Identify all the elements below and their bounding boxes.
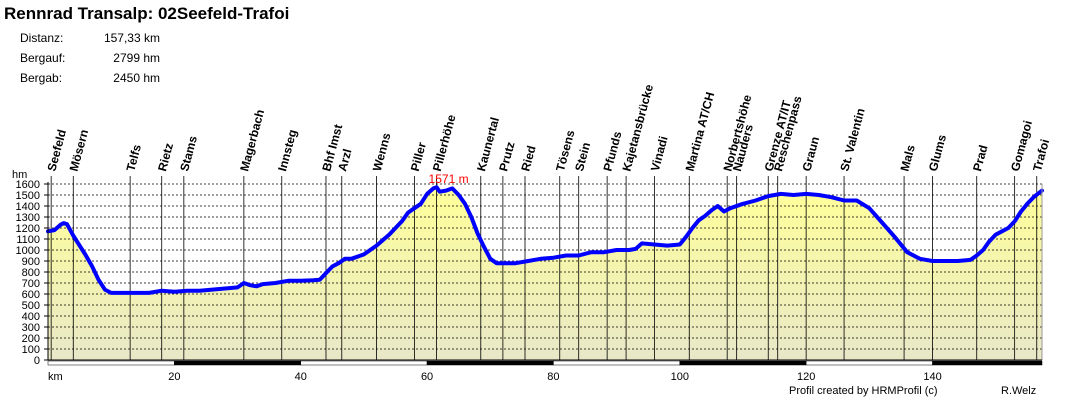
stat-value-bergauf: 2799 hm bbox=[113, 51, 160, 65]
stat-label-bergab: Bergab: bbox=[20, 71, 63, 85]
scale-bar-segment bbox=[426, 360, 554, 366]
scale-bar-segment bbox=[679, 360, 807, 366]
y-tick-label: 500 bbox=[22, 300, 40, 312]
elevation-area bbox=[48, 187, 1042, 360]
y-tick-label: 1400 bbox=[16, 201, 40, 213]
x-tick-label: 20 bbox=[168, 371, 180, 383]
stat-label-bergauf: Bergauf: bbox=[20, 51, 66, 65]
waypoint-label: Ried bbox=[518, 144, 538, 173]
y-tick-label: 1100 bbox=[16, 234, 40, 246]
scale-bar-segment bbox=[174, 360, 301, 366]
stat-label-distanz: Distanz: bbox=[20, 31, 64, 45]
y-tick-label: 300 bbox=[22, 322, 40, 334]
waypoint-label: Martina AT/CH bbox=[683, 91, 718, 173]
waypoint-label: Prad bbox=[970, 143, 990, 172]
y-tick-label: 600 bbox=[22, 289, 40, 301]
waypoint-label: Wenns bbox=[370, 131, 394, 173]
waypoint-label: Glums bbox=[926, 133, 949, 173]
scale-bar-segment bbox=[47, 360, 175, 366]
waypoint-label: Mösern bbox=[67, 128, 92, 173]
waypoint-label: Arzl bbox=[335, 147, 354, 173]
x-tick-label: 40 bbox=[295, 371, 307, 383]
scale-bar-segment bbox=[300, 360, 428, 366]
x-tick-label: 80 bbox=[547, 371, 559, 383]
waypoint-label: Magerbach bbox=[237, 108, 267, 173]
waypoint-label: Vinadi bbox=[648, 135, 671, 173]
x-axis-label: km bbox=[48, 371, 63, 383]
waypoint-label: Trafoi bbox=[1030, 138, 1052, 173]
waypoint-label: Piller bbox=[408, 140, 429, 172]
waypoint-label: Graun bbox=[800, 135, 823, 173]
x-tick-label: 140 bbox=[923, 371, 941, 383]
waypoint-label: Innsteg bbox=[275, 128, 300, 173]
scale-bar-segment bbox=[805, 360, 933, 366]
waypoint-label: Rietz bbox=[155, 141, 176, 172]
waypoint-label: Prutz bbox=[496, 140, 517, 173]
y-tick-label: 400 bbox=[22, 311, 40, 323]
waypoint-label: Stein bbox=[572, 141, 593, 173]
waypoint-label: Mals bbox=[897, 143, 918, 173]
elevation-line bbox=[46, 185, 1044, 295]
x-tick-label: 100 bbox=[671, 371, 689, 383]
stat-value-distanz: 157,33 km bbox=[103, 31, 160, 45]
y-axis-label: hm bbox=[12, 169, 27, 181]
waypoint-label: Pillerhöhe bbox=[430, 113, 459, 173]
x-tick-label: 60 bbox=[421, 371, 433, 383]
scale-bar-segment bbox=[553, 360, 681, 366]
stat-value-bergab: 2450 hm bbox=[113, 71, 160, 85]
y-tick-label: 100 bbox=[22, 344, 40, 356]
y-tick-label: 800 bbox=[22, 267, 40, 279]
waypoint-label: St. Valentin bbox=[837, 107, 867, 173]
y-tick-label: 1300 bbox=[16, 212, 40, 224]
waypoint-label: Seefeld bbox=[45, 128, 70, 173]
waypoint-label: Stams bbox=[177, 134, 200, 173]
y-tick-label: 700 bbox=[22, 278, 40, 290]
y-tick-label: 1000 bbox=[16, 245, 40, 257]
credit-text: Profil created by HRMProfil (c) bbox=[789, 385, 938, 397]
y-tick-label: 0 bbox=[34, 355, 40, 367]
y-tick-label: 1200 bbox=[16, 223, 40, 235]
waypoint-label: Telfs bbox=[124, 143, 145, 173]
scale-bar-segment bbox=[932, 360, 1043, 366]
peak-annotation: 1571 m bbox=[429, 172, 469, 186]
author-text: R.Welz bbox=[1001, 385, 1037, 397]
chart-title: Rennrad Transalp: 02Seefeld-Trafoi bbox=[4, 4, 290, 23]
y-tick-label: 200 bbox=[22, 333, 40, 345]
y-tick-label: 1500 bbox=[16, 190, 40, 202]
y-tick-label: 900 bbox=[22, 256, 40, 268]
y-tick-label: 1600 bbox=[16, 179, 40, 191]
x-tick-label: 120 bbox=[797, 371, 815, 383]
